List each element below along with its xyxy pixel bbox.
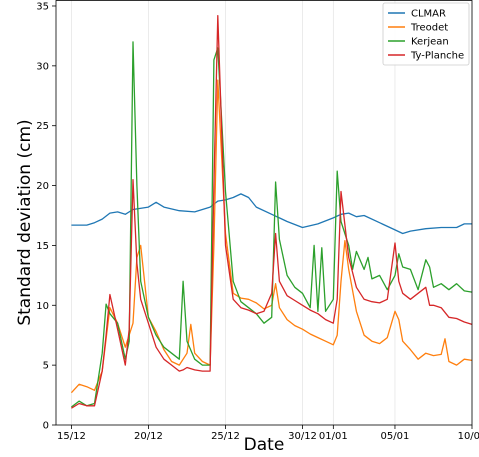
plot-frame — [55, 0, 473, 426]
y-tick-label: 30 — [36, 61, 49, 72]
legend: CLMAR Treodet Kerjean Ty-Planche — [382, 2, 470, 66]
series-line-treodet — [70, 79, 473, 394]
legend-label: CLMAR — [411, 9, 446, 20]
series-line-kerjean — [71, 41, 473, 408]
y-tick-label: 25 — [36, 121, 49, 132]
x-tick-label: 30/12 — [288, 431, 317, 442]
x-tick-label: 25/12 — [211, 431, 240, 442]
legend-label: Treodet — [410, 23, 448, 34]
series-line-ty-planche — [71, 14, 473, 409]
y-axis-title: Standard deviation (cm) — [15, 119, 35, 325]
y-tick-label: 15 — [36, 241, 49, 252]
y-tick-label: 5 — [43, 361, 49, 372]
x-tick-label: 05/01 — [381, 431, 410, 442]
legend-label: Kerjean — [411, 37, 449, 48]
legend-label: Ty-Planche — [410, 51, 464, 62]
x-tick-label: 10/01 — [458, 431, 479, 442]
y-tick-label: 35 — [36, 1, 49, 12]
x-tick-label: 01/01 — [319, 431, 348, 442]
series-layer — [70, 14, 473, 409]
legend-box — [382, 2, 470, 66]
y-tick-label: 20 — [36, 181, 49, 192]
y-axis-ticks: 0 5 10 15 20 25 30 35 — [36, 1, 56, 432]
series-line-clmar — [71, 193, 472, 235]
y-tick-label: 0 — [43, 421, 49, 432]
y-tick-label: 10 — [36, 301, 49, 312]
x-axis-title: Date — [244, 435, 285, 455]
x-tick-label: 20/12 — [134, 431, 163, 442]
x-tick-label: 15/12 — [57, 431, 86, 442]
